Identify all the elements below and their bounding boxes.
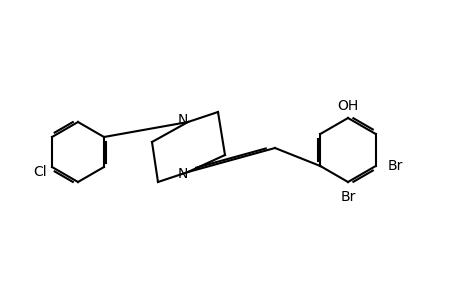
Text: Cl: Cl xyxy=(33,165,47,179)
Text: N: N xyxy=(178,113,188,127)
Text: N: N xyxy=(178,167,188,181)
Text: OH: OH xyxy=(336,99,358,113)
Text: Br: Br xyxy=(387,159,403,173)
Text: Br: Br xyxy=(340,190,355,204)
